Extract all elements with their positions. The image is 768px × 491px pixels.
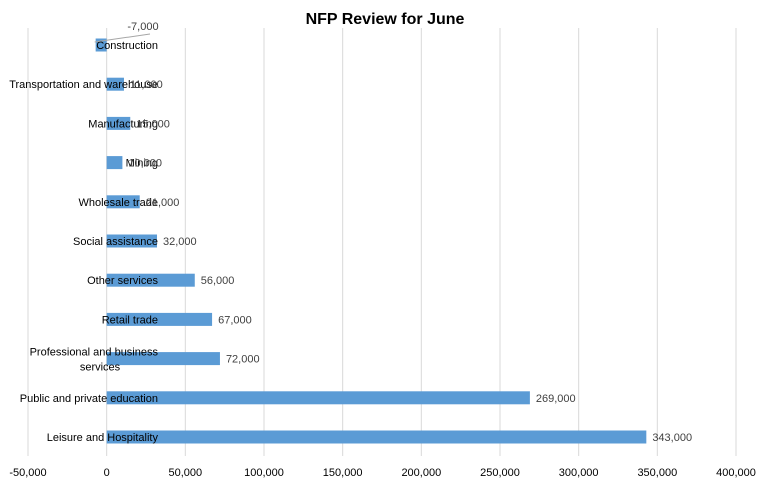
x-tick-label: 150,000 — [323, 467, 363, 479]
x-tick-label: 200,000 — [401, 467, 441, 479]
data-label: 11,000 — [130, 79, 163, 91]
bar — [106, 352, 220, 366]
category-label: Manufacturing — [88, 118, 158, 130]
data-label: 67,000 — [218, 314, 252, 326]
bar — [106, 391, 530, 405]
bar — [106, 156, 123, 170]
category-label: Leisure and Hospitality — [47, 432, 159, 444]
category-label: Other services — [87, 275, 158, 287]
bars — [95, 38, 647, 444]
data-label: 15,000 — [136, 118, 170, 130]
category-label: Public and private education — [20, 393, 158, 405]
category-label: Professional and business services — [30, 347, 159, 374]
bar — [106, 234, 158, 248]
data-label: 32,000 — [163, 236, 197, 248]
gridlines — [27, 28, 737, 456]
x-tick-label: 350,000 — [637, 467, 677, 479]
category-label: Construction — [96, 40, 158, 52]
bar — [106, 273, 195, 287]
category-label: Wholesale trade — [79, 197, 159, 209]
bar — [106, 430, 647, 444]
data-label: 269,000 — [536, 393, 576, 405]
category-label-line: services — [80, 362, 121, 374]
category-label: Mining — [126, 158, 158, 170]
x-tick-label: 0 — [104, 467, 110, 479]
bar — [106, 116, 131, 130]
labels: -50,000 0 50,000 100,000 150,000 200,000 250,0… — [9, 21, 756, 479]
x-tick-label: 300,000 — [559, 467, 599, 479]
x-tick-label: 400,000 — [716, 467, 756, 479]
data-label: 72,000 — [226, 354, 260, 366]
x-tick-label: 50,000 — [169, 467, 203, 479]
x-tick-label: 250,000 — [480, 467, 520, 479]
data-label-leader — [94, 33, 151, 43]
category-label: Social assistance — [73, 236, 158, 248]
category-label-line: Professional and business — [30, 347, 159, 359]
category-label: Retail trade — [102, 314, 158, 326]
x-tick-label: -50,000 — [9, 467, 46, 479]
data-label: -7,000 — [127, 21, 158, 33]
chart-title: NFP Review for June — [306, 11, 465, 28]
data-label: 56,000 — [201, 275, 235, 287]
category-label: Transportation and warehouse — [9, 79, 158, 91]
bar — [106, 195, 140, 209]
bar — [106, 77, 124, 91]
data-label: 10,000 — [128, 158, 162, 170]
bar — [106, 312, 213, 326]
data-label: 343,000 — [652, 432, 692, 444]
data-label: 21,000 — [146, 197, 180, 209]
x-tick-label: 100,000 — [244, 467, 284, 479]
bar — [95, 38, 107, 52]
